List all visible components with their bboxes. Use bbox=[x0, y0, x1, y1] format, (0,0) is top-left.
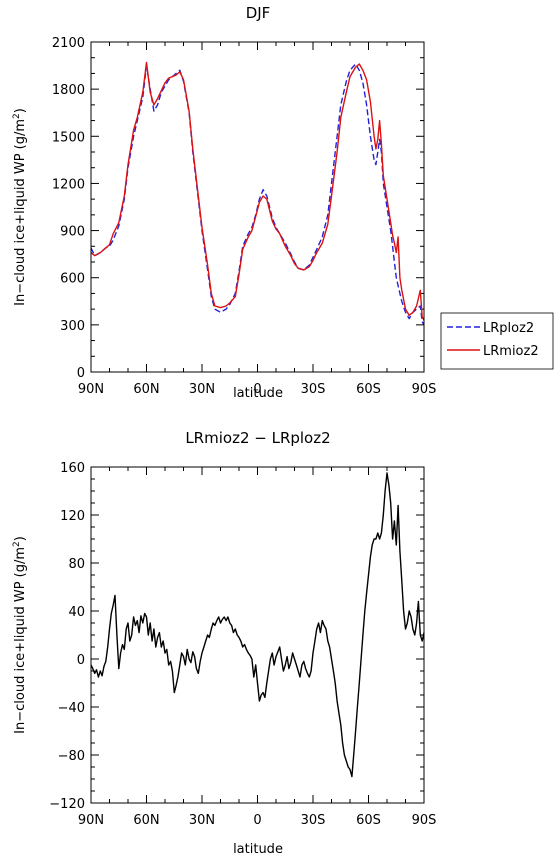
bottom-xtick-label: 60S bbox=[356, 813, 381, 828]
top-series-group bbox=[90, 61, 425, 326]
bottom-ylabel: In−cloud ice+liquid WP (g/m2) bbox=[12, 536, 28, 734]
top-ytick-label: 0 bbox=[77, 366, 85, 381]
bottom-ytick-label: 120 bbox=[60, 509, 85, 524]
top-ytick-label: 300 bbox=[60, 319, 85, 334]
top-xtick-label: 90S bbox=[412, 382, 437, 397]
top-title: DJF bbox=[246, 4, 271, 22]
bottom-ytick-label: 160 bbox=[60, 461, 85, 476]
top-axes: 90N 60N 30N 0 30S 60S 90S 0 300 600 900 1200 1500 180… bbox=[52, 36, 436, 397]
top-ytick-label: 1800 bbox=[52, 83, 85, 98]
top-series-line-LRploz2 bbox=[90, 63, 425, 326]
bottom-ytick-label: 40 bbox=[68, 605, 85, 620]
legend-label-LRmioz2: LRmioz2 bbox=[483, 344, 539, 359]
legend-box bbox=[440, 312, 554, 370]
legend-label-LRploz2: LRploz2 bbox=[483, 321, 534, 336]
top-ylabel-main: In−cloud ice+liquid WP (g/m bbox=[13, 119, 28, 306]
bottom-series-line-series-0 bbox=[90, 472, 425, 778]
bottom-ytick-label: −40 bbox=[58, 701, 85, 716]
bottom-ylabel-end: ) bbox=[13, 536, 28, 541]
top-xtick-label: 60S bbox=[356, 382, 381, 397]
top-xtick-label: 0 bbox=[253, 382, 261, 397]
bottom-ytick-label: −120 bbox=[49, 797, 85, 812]
bottom-xtick-label: 0 bbox=[253, 813, 261, 828]
bottom-xlabel: latitude bbox=[233, 842, 283, 857]
bottom-title: LRmioz2 − LRploz2 bbox=[185, 429, 330, 447]
top-ytick-label: 900 bbox=[60, 225, 85, 240]
top-ytick-label: 600 bbox=[60, 272, 85, 287]
top-xtick-label: 60N bbox=[133, 382, 159, 397]
bottom-xtick-label: 60N bbox=[133, 813, 159, 828]
top-ytick-label: 1200 bbox=[52, 177, 85, 192]
top-ytick-label: 2100 bbox=[52, 36, 85, 51]
bottom-xtick-label: 30S bbox=[301, 813, 326, 828]
top-xtick-label: 30S bbox=[301, 382, 326, 397]
bottom-xtick-label: 30N bbox=[189, 813, 215, 828]
bottom-ytick-label: 80 bbox=[68, 557, 85, 572]
bottom-axes: 90N 60N 30N 0 30S 60S 90S −120 −80 −40 0 40 80 120 160 bbox=[49, 461, 436, 828]
top-ylabel-sup: 2 bbox=[12, 113, 22, 119]
top-ytick-label: 1500 bbox=[52, 130, 85, 145]
bottom-plot-frame bbox=[90, 466, 425, 804]
top-xtick-label: 30N bbox=[189, 382, 215, 397]
bottom-xtick-label: 90N bbox=[78, 813, 104, 828]
top-legend: LRploz2 LRmioz2 bbox=[440, 312, 554, 370]
top-panel: DJF 90N 60N 30N 0 30S 60S 90S 0 300 600 900 1200 150… bbox=[12, 4, 554, 401]
bottom-ytick-label: 0 bbox=[77, 653, 85, 668]
bottom-series-group bbox=[90, 472, 425, 778]
top-ylabel-end: ) bbox=[13, 108, 28, 113]
top-xtick-label: 90N bbox=[78, 382, 104, 397]
bottom-ylabel-sup: 2 bbox=[12, 541, 22, 547]
bottom-ytick-label: −80 bbox=[58, 749, 85, 764]
bottom-ylabel-main: In−cloud ice+liquid WP (g/m bbox=[13, 547, 28, 734]
top-ylabel: In−cloud ice+liquid WP (g/m2) bbox=[12, 108, 28, 306]
top-xlabel: latitude bbox=[233, 386, 283, 401]
bottom-panel: LRmioz2 − LRploz2 90N 60N 30N 0 30S 60S 90S −12… bbox=[12, 429, 436, 857]
top-plot-frame bbox=[90, 41, 425, 373]
bottom-xtick-label: 90S bbox=[412, 813, 437, 828]
top-series-line-LRmioz2 bbox=[90, 61, 425, 321]
